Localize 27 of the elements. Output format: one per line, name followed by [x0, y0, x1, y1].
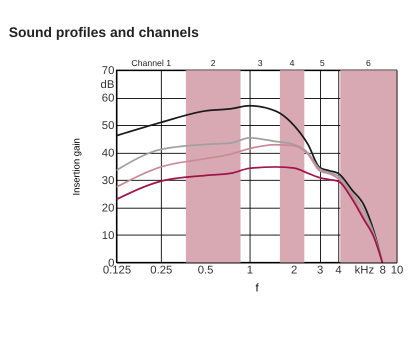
x-tick-label: 2 [291, 264, 298, 276]
y-axis-title: Insertion gain [72, 138, 83, 196]
y-tick-label: 10 [102, 230, 114, 242]
x-tick-label: 10 [390, 264, 404, 276]
text: 6 [366, 58, 371, 68]
x-tick-label: kHz [354, 264, 374, 276]
text: 3 [258, 58, 263, 68]
y-tick-label: 60 [102, 92, 114, 105]
text: Channel 1 [131, 58, 172, 68]
x-tick-label: 1 [246, 264, 254, 276]
y-tick-label: 20 [102, 202, 114, 214]
x-tick-label: 0.5 [198, 264, 214, 276]
y-tick-label: 30 [102, 175, 114, 188]
text: 5 [320, 58, 325, 68]
y-tick-label: dB [100, 78, 114, 91]
x-tick-label: 0.25 [150, 264, 172, 276]
y-tick-label: 50 [102, 120, 114, 132]
x-tick-label: 3 [316, 264, 324, 276]
y-tick-label: 40 [102, 148, 114, 160]
x-tick-label: 4 [335, 264, 342, 276]
x-axis-title: f [255, 282, 260, 295]
text: 2 [210, 58, 216, 68]
x-tick-label: 0.125 [102, 264, 132, 276]
y-tick-label: 70 [102, 65, 114, 78]
text: 4 [290, 58, 295, 68]
x-tick-label: 8 [380, 264, 386, 276]
chart-title: Sound profiles and channels [8, 24, 200, 40]
